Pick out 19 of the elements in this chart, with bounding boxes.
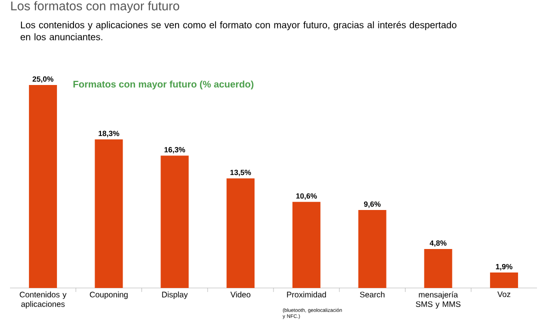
chart-title: Los formatos con mayor futuro xyxy=(11,1,180,13)
bar xyxy=(358,210,386,288)
x-tick-label: Contenidos y aplicaciones xyxy=(20,292,66,308)
x-tick-label: Proximidad xyxy=(287,292,326,298)
bar xyxy=(160,156,189,288)
bar xyxy=(94,139,123,288)
bar xyxy=(424,249,452,288)
x-tick-label: Couponing xyxy=(90,292,128,299)
chart-subtitle: Los contenidos y aplicaciones se ven como el formato con mayor futuro, gracias al interés despertado en los anunciantes. xyxy=(20,21,456,40)
x-tick-label: Search xyxy=(360,292,384,298)
bar xyxy=(490,272,518,288)
bar xyxy=(292,202,320,288)
bar xyxy=(28,84,57,288)
bar xyxy=(226,178,255,288)
annotation: Formatos con mayor futuro (% acuerdo) xyxy=(73,80,254,90)
x-tick-label: mensajería SMS y MMS xyxy=(416,292,460,309)
x-tick-label: Display xyxy=(162,292,188,299)
x-tick-label: Video xyxy=(230,292,250,298)
x-tick-label: Voz xyxy=(497,292,510,298)
